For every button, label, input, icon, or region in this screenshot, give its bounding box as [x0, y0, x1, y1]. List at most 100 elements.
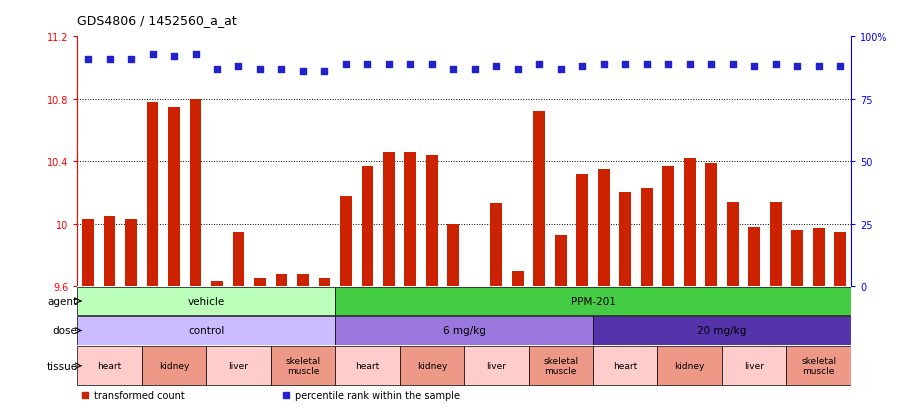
Point	[274, 66, 288, 73]
Bar	[147, 102, 158, 287]
Bar	[189, 100, 201, 287]
Bar	[318, 279, 330, 287]
Text: skeletal
muscle: skeletal muscle	[543, 356, 579, 375]
Point	[167, 54, 181, 60]
Bar	[748, 227, 760, 287]
Point	[468, 66, 482, 73]
Bar	[126, 219, 137, 287]
Text: PPM-201: PPM-201	[571, 296, 615, 306]
Bar	[404, 152, 416, 287]
Point	[489, 64, 503, 70]
Bar	[383, 152, 395, 287]
Bar	[211, 282, 223, 287]
Bar	[142, 346, 207, 385]
Point	[790, 64, 804, 70]
Bar	[683, 159, 695, 287]
Bar	[77, 346, 142, 385]
Bar	[448, 224, 460, 287]
Text: 20 mg/kg: 20 mg/kg	[697, 326, 746, 336]
Bar	[834, 232, 846, 287]
Text: control: control	[188, 326, 225, 336]
Point	[575, 64, 590, 70]
Bar	[335, 346, 399, 385]
Bar	[271, 346, 335, 385]
Point	[146, 51, 160, 58]
Bar	[512, 271, 524, 287]
Point	[661, 61, 675, 68]
Point	[640, 61, 654, 68]
Point	[682, 61, 697, 68]
Point	[833, 64, 847, 70]
Bar	[657, 346, 722, 385]
Bar	[104, 216, 116, 287]
Bar	[168, 107, 180, 287]
Text: liver: liver	[228, 361, 248, 370]
Bar	[620, 193, 632, 287]
Point	[381, 61, 396, 68]
Point	[360, 61, 375, 68]
Bar	[662, 166, 674, 287]
Bar	[813, 229, 824, 287]
Point	[768, 61, 783, 68]
Bar	[598, 170, 610, 287]
Text: GDS4806 / 1452560_a_at: GDS4806 / 1452560_a_at	[77, 14, 238, 27]
Point	[446, 66, 460, 73]
Bar	[426, 156, 438, 287]
Point	[209, 66, 224, 73]
Text: 6 mg/kg: 6 mg/kg	[442, 326, 486, 336]
Text: liver: liver	[486, 361, 506, 370]
Bar	[722, 346, 786, 385]
Point	[511, 66, 525, 73]
Text: kidney: kidney	[674, 361, 705, 370]
Text: heart: heart	[613, 361, 637, 370]
Text: dose: dose	[53, 326, 77, 336]
Bar	[335, 316, 593, 345]
Bar	[82, 219, 94, 287]
Bar	[77, 287, 335, 316]
Point	[81, 56, 96, 63]
Bar	[276, 274, 288, 287]
Point	[553, 66, 568, 73]
Text: heart: heart	[355, 361, 379, 370]
Bar	[335, 287, 851, 316]
Bar	[791, 230, 803, 287]
Point	[339, 61, 353, 68]
Bar	[593, 346, 657, 385]
Text: heart: heart	[97, 361, 122, 370]
Bar	[641, 188, 652, 287]
Bar	[490, 204, 502, 287]
Bar	[529, 346, 593, 385]
Text: skeletal
muscle: skeletal muscle	[286, 356, 320, 375]
Text: transformed count: transformed count	[95, 390, 185, 400]
Point	[812, 64, 826, 70]
Point	[403, 61, 418, 68]
Text: vehicle: vehicle	[187, 296, 225, 306]
Point	[725, 61, 740, 68]
Point	[188, 51, 203, 58]
Bar	[576, 174, 588, 287]
Bar	[254, 279, 266, 287]
Text: agent: agent	[47, 296, 77, 306]
Bar	[533, 112, 545, 287]
Bar	[233, 232, 245, 287]
Bar	[770, 202, 782, 287]
Bar	[77, 316, 335, 345]
Point	[425, 61, 440, 68]
Bar	[340, 196, 352, 287]
Bar	[464, 346, 529, 385]
Text: liver: liver	[744, 361, 764, 370]
Text: tissue: tissue	[46, 361, 77, 371]
Point	[318, 69, 332, 76]
Bar	[207, 346, 271, 385]
Text: skeletal
muscle: skeletal muscle	[801, 356, 836, 375]
Point	[102, 56, 116, 63]
Bar	[705, 164, 717, 287]
Bar	[593, 316, 851, 345]
Point	[296, 69, 310, 76]
Text: kidney: kidney	[159, 361, 189, 370]
Point	[596, 61, 611, 68]
Bar	[786, 346, 851, 385]
Bar	[361, 166, 373, 287]
Point	[231, 64, 246, 70]
Bar	[727, 202, 739, 287]
